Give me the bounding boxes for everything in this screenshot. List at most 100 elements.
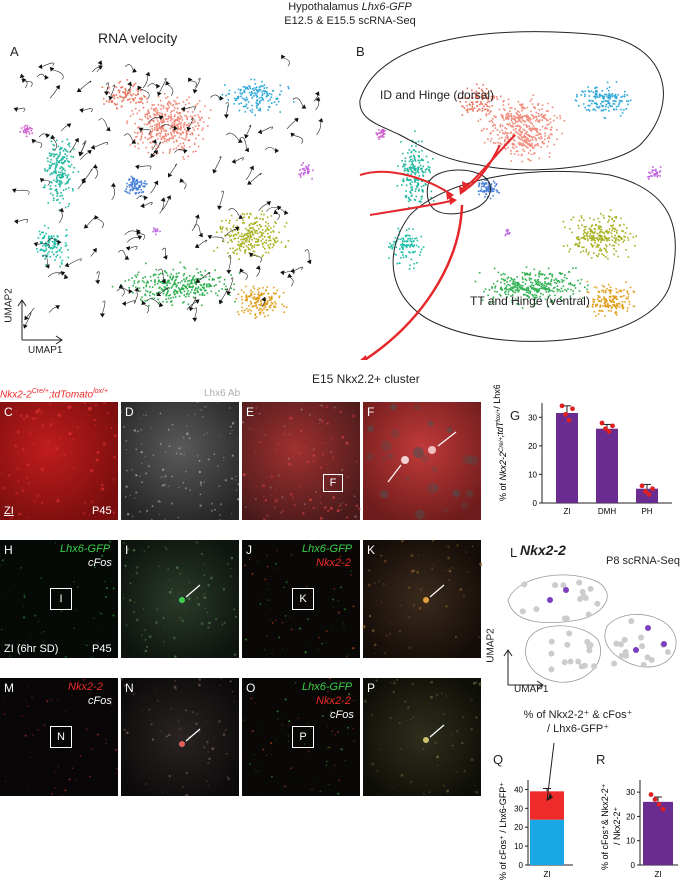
umap-cell-point: [410, 173, 413, 175]
umap-cell-point: [421, 180, 424, 183]
umap-cell-point: [544, 281, 546, 283]
umap-cell-point: [172, 296, 175, 299]
velocity-stream: [142, 129, 151, 135]
tissue-speckle: [184, 478, 186, 480]
umap-cell-point: [505, 132, 507, 135]
umap-cell-point: [605, 93, 608, 96]
umap-cell-point: [497, 134, 499, 136]
umap-cell-point: [540, 135, 542, 138]
umap-cell-point: [495, 189, 498, 192]
umap-cell-point: [246, 232, 249, 235]
tissue-speckle: [197, 603, 201, 606]
umap-cell-point: [632, 236, 635, 239]
tissue-speckle: [169, 578, 171, 581]
umap-cell-point: [422, 184, 425, 187]
umap-cell-point: [188, 139, 191, 142]
umap-cell-point: [544, 132, 546, 135]
umap-cell-point: [251, 297, 254, 299]
umap-cell-point: [281, 303, 284, 306]
umap-cell-point: [501, 289, 504, 291]
tissue-speckle: [333, 406, 336, 409]
velocity-arrowhead: [188, 77, 193, 83]
umap-cell-point: [132, 189, 134, 192]
velocity-stream: [15, 189, 30, 195]
umap-cell-point: [510, 277, 512, 279]
umap-cell-point: [152, 108, 155, 111]
umap-cell-point: [599, 306, 601, 308]
umap-cell-point: [161, 120, 164, 122]
umap-cell-point: [600, 249, 602, 252]
umap-cell-point: [517, 117, 520, 120]
umap-cell-point: [493, 267, 496, 270]
umap-cell-point: [491, 98, 494, 101]
tissue-speckle: [230, 575, 233, 578]
umap-cell-point: [66, 150, 69, 153]
tissue-speckle: [76, 404, 79, 406]
umap-cell-point: [251, 230, 254, 233]
umap-cell-point: [187, 125, 190, 127]
umap-cell-point: [547, 267, 550, 270]
umap-cell-point: [518, 133, 521, 136]
umap-cell-point: [190, 289, 193, 291]
umap-cell-point: [608, 298, 611, 301]
umap-cell-point: [254, 222, 257, 225]
umap-cell-point: [556, 129, 558, 131]
umap-cell-point: [613, 244, 616, 247]
umap-cell-point: [402, 251, 404, 254]
tissue-speckle: [147, 708, 151, 712]
umap-cell-point: [19, 131, 21, 133]
velocity-stream: [138, 233, 146, 241]
umap-cell-point: [255, 102, 258, 104]
umap-cell-point: [528, 297, 530, 299]
umap-cell-point: [569, 228, 571, 230]
umap-cell-point: [578, 245, 581, 247]
tissue-speckle: [162, 468, 165, 471]
umap-cell-point: [578, 242, 581, 245]
velocity-stream: [96, 218, 104, 229]
umap-cell-point: [614, 216, 616, 219]
umap-cell-point: [227, 93, 230, 95]
umap-cell-point: [179, 114, 182, 117]
umap-cell-point: [208, 275, 211, 278]
umap-cell-point: [524, 107, 526, 110]
umap-cell-point: [611, 306, 614, 308]
umap-l-cell: [575, 658, 582, 665]
umap-cell-point: [265, 91, 268, 94]
umap-cell-point: [499, 131, 501, 133]
tissue-speckle: [117, 771, 119, 774]
umap-cell-point: [506, 277, 509, 280]
velocity-stream: [96, 271, 100, 281]
umap-cell-point: [602, 291, 605, 294]
umap-cell-point: [517, 101, 520, 103]
umap-cell-point: [586, 288, 588, 291]
tissue-speckle: [321, 453, 325, 456]
umap-cell-point: [585, 232, 588, 235]
umap-cell-point: [242, 235, 244, 238]
tissue-speckle: [54, 446, 59, 451]
umap-cell-point: [253, 222, 256, 224]
tissue-speckle: [341, 508, 343, 510]
velocity-arrowhead: [218, 299, 224, 305]
velocity-stream: [69, 141, 77, 153]
umap-cell-point: [67, 249, 69, 251]
umap-cell-point: [193, 291, 195, 294]
tissue-speckle: [59, 438, 62, 440]
umap-cell-point: [607, 304, 610, 307]
g-data-point: [646, 492, 652, 497]
umap-cell-point: [162, 107, 165, 109]
umap-cell-point: [647, 176, 649, 178]
tissue-speckle: [287, 613, 289, 615]
tissue-speckle: [333, 460, 336, 462]
umap-cell-point: [199, 293, 201, 296]
tissue-speckle: [339, 555, 342, 558]
umap-cell-point: [134, 192, 137, 194]
umap-cell-point: [491, 287, 493, 289]
umap-l-cell: [564, 641, 571, 648]
umap-cell-point: [230, 287, 233, 290]
tissue-speckle: [332, 598, 335, 601]
umap-cell-point: [113, 97, 116, 100]
umap-cell-point: [118, 90, 121, 92]
tissue-speckle: [274, 619, 277, 622]
umap-cell-point: [166, 103, 169, 106]
tissue-speckle: [29, 486, 31, 489]
